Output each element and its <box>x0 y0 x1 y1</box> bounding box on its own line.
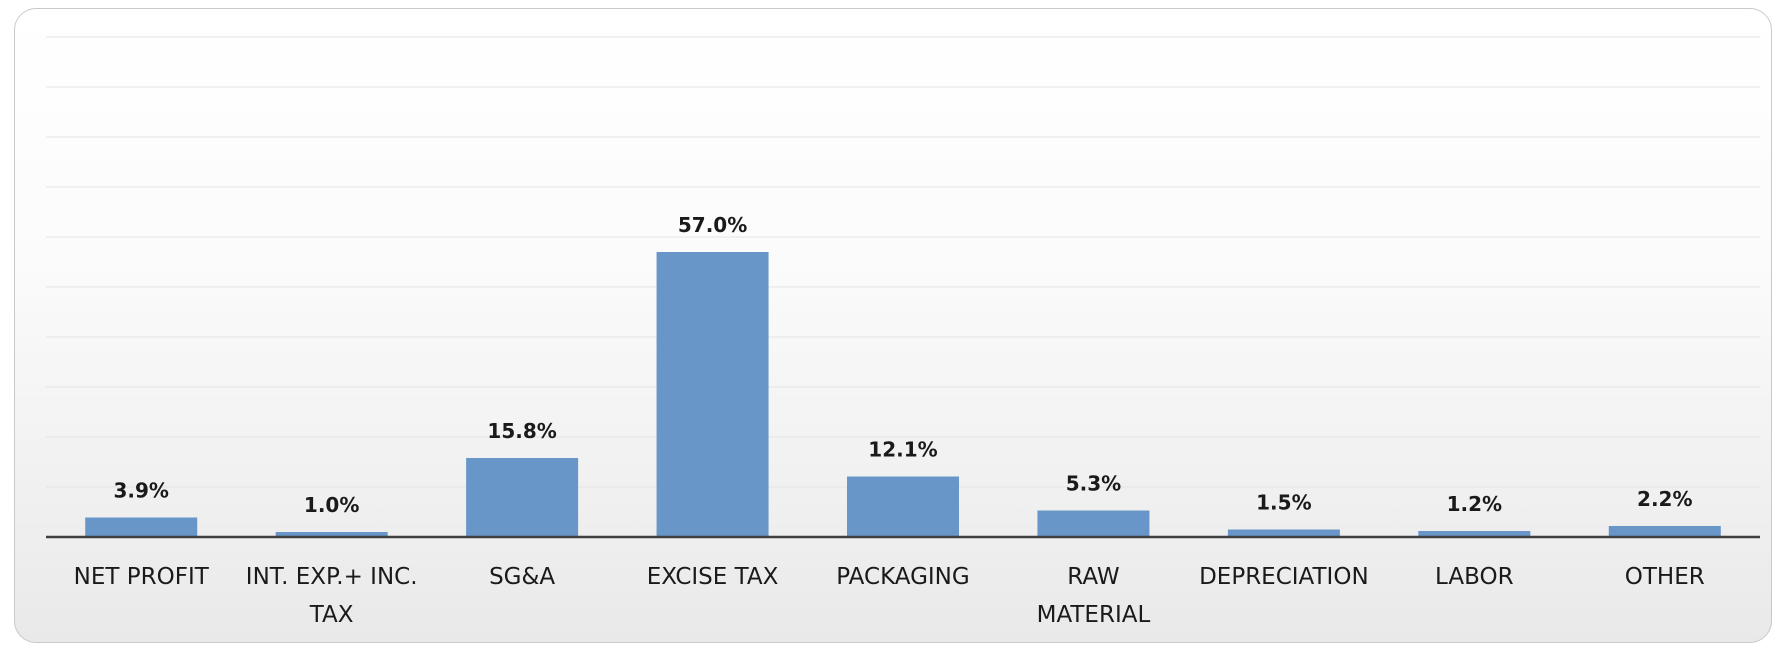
bars <box>85 252 1721 537</box>
gridlines <box>46 36 1760 488</box>
bar <box>847 476 959 537</box>
bar <box>1227 529 1340 537</box>
category-label-line: LABOR <box>1435 564 1514 590</box>
category-label: SG&A <box>489 564 555 590</box>
bar <box>85 517 198 537</box>
data-label: 1.0% <box>304 493 359 517</box>
bar <box>1608 526 1721 537</box>
category-label-line: MATERIAL <box>1037 602 1151 628</box>
category-label: PACKAGING <box>836 564 969 590</box>
bar <box>656 252 769 537</box>
bar-chart: 3.9%1.0%15.8%57.0%12.1%5.3%1.5% 1.2% 2.2% … <box>46 36 1760 628</box>
data-label: 2.2% <box>1637 487 1692 511</box>
bar <box>1418 531 1531 537</box>
category-label: INT. EXP.+ INC. TAX <box>246 564 418 628</box>
category-label: NET PROFIT <box>74 564 210 590</box>
category-label: LABOR <box>1435 564 1514 590</box>
category-label: OTHER <box>1625 564 1705 590</box>
category-label-line: INT. EXP.+ INC. <box>246 564 418 590</box>
data-labels: 3.9% 1.0% 15.8% 57.0% 12.1% 5.3% 1.5% 1.2% 2.2% <box>113 213 1692 517</box>
category-label: RAW MATERIAL <box>1037 564 1151 628</box>
category-label-line: OTHER <box>1625 564 1705 590</box>
category-label-line: SG&A <box>489 564 555 590</box>
category-labels: NET PROFIT INT. EXP.+ INC. TAX SG&A EXCISE T… <box>74 564 1705 628</box>
data-label: 57.0% <box>678 213 747 237</box>
data-label: 1.5% <box>1256 491 1311 515</box>
data-label: 15.8% <box>487 419 556 443</box>
category-label-line: NET PROFIT <box>74 564 210 590</box>
category-label-line: PACKAGING <box>836 564 969 590</box>
category-label: EXCISE TAX <box>647 564 779 590</box>
category-label-line: DEPRECIATION <box>1199 564 1369 590</box>
data-label: 1.2% <box>1447 492 1502 516</box>
data-label: 3.9% <box>113 479 168 503</box>
category-label-line: RAW <box>1067 564 1119 590</box>
bar <box>275 532 388 537</box>
category-label-line: TAX <box>309 602 354 628</box>
category-label-line: EXCISE TAX <box>647 564 779 590</box>
bar <box>466 458 579 537</box>
data-label: 12.1% <box>868 438 937 462</box>
category-label: DEPRECIATION <box>1199 564 1369 590</box>
data-label: 5.3% <box>1066 472 1121 496</box>
bar <box>1037 510 1150 537</box>
chart-frame: 3.9% 1.0% 15.8% 57.0% 12.1% 5.3% 1.5% 1.2% 2.2% … <box>14 8 1772 643</box>
